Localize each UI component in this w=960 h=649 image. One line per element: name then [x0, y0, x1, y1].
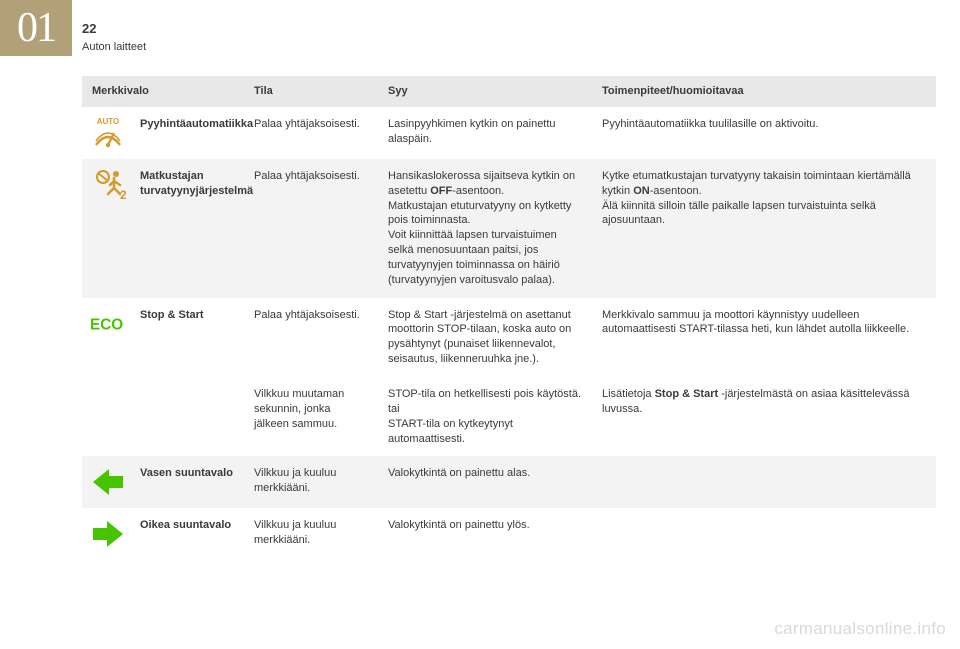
wiper-auto-icon: AUTO [82, 107, 130, 159]
row-state: Palaa yhtäjaksoisesti. [244, 159, 378, 298]
row-state: Palaa yhtäjaksoisesti. [244, 298, 378, 377]
row-name: Matkustajan turvatyynyjärjestelmä [130, 159, 244, 298]
row-action: Lisätietoja Stop & Start -järjestelmästä… [592, 377, 936, 456]
table-row: Oikea suuntavalo Vilkkuu ja kuuluu merkk… [82, 508, 936, 560]
table-header-row: Merkkivalo Tila Syy Toimenpiteet/huomioi… [82, 76, 936, 107]
row-cause: Hansikaslokerossa sijaitseva kytkin on a… [378, 159, 592, 298]
table-row: ECO Stop & Start Palaa yhtäjaksoisesti. … [82, 298, 936, 377]
row-action: Kytke etumatkustajan turvatyyny takaisin… [592, 159, 936, 298]
row-name: Oikea suuntavalo [130, 508, 244, 560]
col-cause: Syy [378, 76, 592, 107]
left-turn-signal-icon [82, 456, 130, 508]
passenger-airbag-icon: 2 [82, 159, 130, 298]
watermark: carmanualsonline.info [774, 618, 946, 641]
row-action: Merkkivalo sammuu ja moottori käynnistyy… [592, 298, 936, 377]
svg-text:ECO: ECO [90, 316, 123, 333]
row-state: Palaa yhtäjaksoisesti. [244, 107, 378, 159]
row-state: Vilkkuu muutaman sekunnin, jonka jälkeen… [244, 377, 378, 456]
row-action [592, 508, 936, 560]
indicator-table: Merkkivalo Tila Syy Toimenpiteet/huomioi… [82, 76, 936, 560]
row-cause: Stop & Start -järjestelmä on asettanut m… [378, 298, 592, 377]
eco-icon: ECO [82, 298, 130, 457]
page-number: 22 [82, 20, 146, 38]
chapter-tab: 01 [0, 0, 72, 56]
col-indicator: Merkkivalo [82, 76, 244, 107]
page-title: Auton laitteet [82, 40, 146, 55]
row-action: Pyyhintäautomatiikka tuulilasille on akt… [592, 107, 936, 159]
row-name: Vasen suuntavalo [130, 456, 244, 508]
row-cause: STOP-tila on hetkellisesti pois käytöstä… [378, 377, 592, 456]
table-row: Vasen suuntavalo Vilkkuu ja kuuluu merkk… [82, 456, 936, 508]
row-cause: Valokytkintä on painettu alas. [378, 456, 592, 508]
auto-text: AUTO [97, 117, 120, 126]
row-name: Stop & Start [130, 298, 244, 457]
row-state: Vilkkuu ja kuuluu merkkiääni. [244, 508, 378, 560]
table-row: AUTO Pyyhintäautomatiikka Palaa yhtäjaks… [82, 107, 936, 159]
right-turn-signal-icon [82, 508, 130, 560]
col-action: Toimenpiteet/huomioitavaa [592, 76, 936, 107]
row-cause: Lasinpyyhkimen kytkin on painettu alaspä… [378, 107, 592, 159]
col-state: Tila [244, 76, 378, 107]
page-header: 22 Auton laitteet [82, 20, 146, 54]
svg-text:2: 2 [120, 188, 126, 202]
row-action [592, 456, 936, 508]
table-row: 2 Matkustajan turvatyynyjärjestelmä Pala… [82, 159, 936, 298]
row-name: Pyyhintäautomatiikka [130, 107, 244, 159]
row-cause: Valokytkintä on painettu ylös. [378, 508, 592, 560]
row-state: Vilkkuu ja kuuluu merkkiääni. [244, 456, 378, 508]
